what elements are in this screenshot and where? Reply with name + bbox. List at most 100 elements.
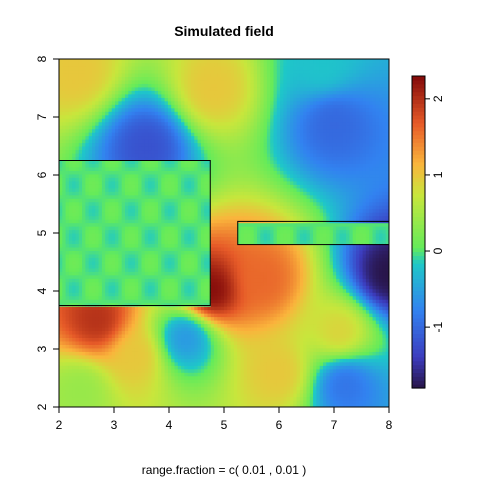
heat-cell <box>197 400 202 405</box>
heat-cell <box>148 337 152 342</box>
heat-cell <box>88 330 93 335</box>
heat-cell <box>200 323 205 328</box>
heat-cell <box>158 173 162 178</box>
heat-cell <box>101 253 106 258</box>
heat-cell <box>207 340 212 345</box>
heat-cell <box>88 375 93 380</box>
heat-cell <box>131 198 136 203</box>
heat-cell <box>115 389 119 394</box>
heat-cell <box>194 257 199 262</box>
heat-cell <box>144 250 149 255</box>
heat-cell <box>118 375 123 380</box>
heat-cell <box>88 201 93 206</box>
heat-cell <box>85 208 90 213</box>
heat-cell <box>191 260 195 265</box>
heat-cell <box>125 316 129 321</box>
heat-cell <box>187 382 192 387</box>
heat-cell <box>72 375 77 380</box>
heat-cell <box>161 201 166 206</box>
heat-cell <box>167 76 172 81</box>
heat-cell <box>98 121 103 126</box>
heat-cell <box>217 163 222 168</box>
heat-cell <box>207 187 212 192</box>
heat-cell <box>204 257 209 262</box>
heat-cell <box>171 344 176 349</box>
heat-cell <box>217 340 222 345</box>
heat-cell <box>88 271 93 276</box>
heat-cell <box>144 97 149 102</box>
heat-cell <box>95 333 100 338</box>
heat-cell <box>161 194 166 199</box>
heat-cell <box>85 316 90 321</box>
heat-cell <box>148 361 152 366</box>
heat-cell <box>181 337 185 342</box>
heat-cell <box>68 243 73 248</box>
heat-cell <box>184 292 189 297</box>
heat-cell <box>65 281 70 286</box>
heat-cell <box>115 104 119 109</box>
heat-cell <box>194 299 199 304</box>
heat-cell <box>68 393 73 398</box>
heat-cell <box>141 403 146 407</box>
heat-cell <box>210 326 215 332</box>
heat-cell <box>171 212 176 217</box>
heat-cell <box>92 358 96 363</box>
heat-cell <box>82 316 86 321</box>
heat-cell <box>167 316 172 321</box>
heat-cell <box>197 246 202 251</box>
heat-cell <box>68 107 73 112</box>
heat-cell <box>177 347 182 352</box>
heat-cell <box>128 156 133 161</box>
heat-cell <box>134 215 139 220</box>
heat-cell <box>207 208 212 213</box>
heat-cell <box>118 316 123 321</box>
heat-cell <box>151 358 156 363</box>
heat-cell <box>141 107 146 112</box>
heat-cell <box>187 212 192 217</box>
heat-cell <box>144 372 149 377</box>
heat-cell <box>118 104 123 109</box>
heat-cell <box>65 107 70 112</box>
heat-cell <box>92 337 96 342</box>
heat-cell <box>181 340 185 345</box>
heat-cell <box>148 239 152 245</box>
heat-cell <box>144 93 149 98</box>
heat-cell <box>128 142 133 147</box>
heat-cell <box>148 382 152 387</box>
heat-cell <box>214 219 218 224</box>
heat-cell <box>111 274 116 279</box>
heat-cell <box>144 368 149 373</box>
heat-cell <box>128 386 133 391</box>
heat-cell <box>191 337 195 342</box>
heat-cell <box>108 83 113 88</box>
heat-cell <box>141 299 146 304</box>
heat-cell <box>154 340 159 345</box>
heat-cell <box>141 274 146 279</box>
heat-cell <box>88 215 93 220</box>
heat-cell <box>59 201 63 206</box>
heat-cell <box>95 316 100 321</box>
heat-cell <box>151 389 156 394</box>
heat-cell <box>154 400 159 405</box>
heat-cell <box>131 62 136 67</box>
heat-cell <box>121 302 126 307</box>
heat-cell <box>141 358 146 363</box>
heat-cell <box>164 205 169 210</box>
heat-cell <box>210 372 215 377</box>
heat-cell <box>128 135 133 140</box>
heat-cell <box>101 302 106 307</box>
heat-cell <box>134 201 139 206</box>
heat-cell <box>177 198 182 203</box>
heat-cell <box>200 320 205 325</box>
heat-cell <box>144 236 149 241</box>
heat-cell <box>167 104 172 109</box>
heat-cell <box>65 239 70 245</box>
heat-cell <box>194 215 199 220</box>
heat-cell <box>161 229 166 234</box>
heat-cell <box>161 180 166 185</box>
heat-cell <box>197 257 202 262</box>
heat-cell <box>161 139 166 144</box>
heat-cell <box>217 330 222 335</box>
heat-cell <box>72 191 77 196</box>
heat-cell <box>141 184 146 189</box>
